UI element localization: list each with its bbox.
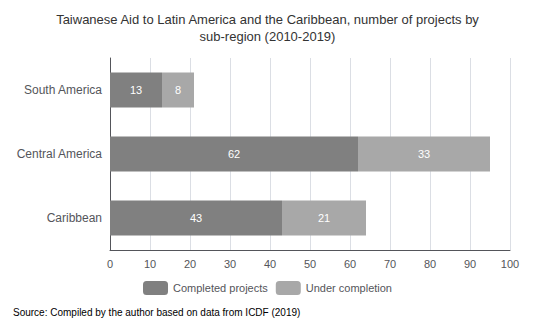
- svg-text:100: 100: [501, 258, 519, 270]
- svg-text:0: 0: [107, 258, 113, 270]
- svg-text:50: 50: [304, 258, 316, 270]
- svg-text:sub-region (2010-2019): sub-region (2010-2019): [200, 29, 336, 44]
- svg-text:62: 62: [228, 148, 240, 160]
- svg-text:90: 90: [464, 258, 476, 270]
- svg-text:Central America: Central America: [17, 147, 103, 161]
- svg-text:Taiwanese Aid to Latin America: Taiwanese Aid to Latin America and the C…: [56, 12, 479, 27]
- svg-text:21: 21: [318, 212, 330, 224]
- svg-text:13: 13: [130, 84, 142, 96]
- svg-text:Caribbean: Caribbean: [47, 211, 102, 225]
- svg-text:30: 30: [224, 258, 236, 270]
- svg-text:Completed projects: Completed projects: [173, 282, 268, 294]
- svg-text:70: 70: [384, 258, 396, 270]
- svg-text:33: 33: [418, 148, 430, 160]
- svg-text:40: 40: [264, 258, 276, 270]
- svg-text:20: 20: [184, 258, 196, 270]
- svg-text:8: 8: [175, 84, 181, 96]
- svg-text:10: 10: [144, 258, 156, 270]
- svg-text:South America: South America: [24, 83, 102, 97]
- svg-text:43: 43: [190, 212, 202, 224]
- svg-text:Under completion: Under completion: [306, 282, 392, 294]
- svg-text:Source: Compiled by the author: Source: Compiled by the author based on …: [13, 307, 300, 318]
- svg-text:80: 80: [424, 258, 436, 270]
- svg-text:60: 60: [344, 258, 356, 270]
